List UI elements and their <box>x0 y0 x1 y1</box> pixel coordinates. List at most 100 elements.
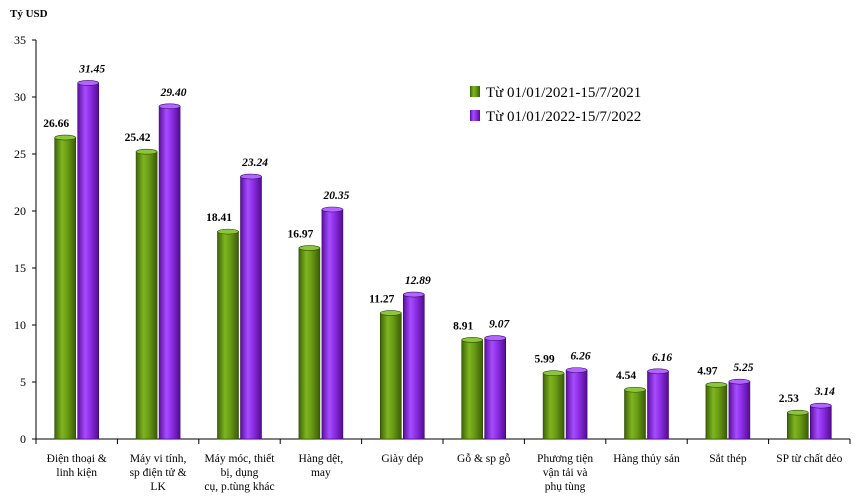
bar <box>217 231 239 440</box>
bar <box>321 209 344 440</box>
category-label-line: Sắt thép <box>709 452 747 465</box>
bar-cap <box>484 335 507 341</box>
category-label-line: Giày dép <box>381 453 423 465</box>
category-label-line: LK <box>150 481 166 493</box>
bar-cap <box>54 134 76 141</box>
bar-cap <box>461 337 484 343</box>
data-label: 29.40 <box>160 87 187 99</box>
legend-swatch <box>470 86 480 97</box>
bar-cap <box>77 80 99 86</box>
bar-cap <box>321 206 344 213</box>
bar <box>624 389 646 440</box>
category-label: Máy vi tính, sp điện tử & LK <box>130 453 187 493</box>
bar-cap <box>217 228 239 235</box>
data-label: 18.41 <box>206 212 232 224</box>
category-label-line: Hàng dệt, <box>299 453 344 465</box>
category-label: Sắt thép <box>709 452 747 465</box>
bar <box>158 106 181 440</box>
data-label: 4.54 <box>616 370 636 382</box>
legend-label: Từ 01/01/2021-15/7/2021 <box>486 85 641 101</box>
bar-cap <box>379 310 402 316</box>
data-label: 5.99 <box>535 354 555 366</box>
bar-cap <box>240 173 262 180</box>
category-labels: Điện thoại & linh kiện Máy vi tính, sp điện… <box>47 452 843 493</box>
category-label: Gỗ & sp gỗ <box>457 452 511 465</box>
bar <box>298 247 321 440</box>
bar-cap <box>647 368 669 375</box>
y-tick-label: 5 <box>20 375 26 389</box>
bar <box>647 370 669 440</box>
data-label: 11.27 <box>369 294 394 306</box>
bar <box>240 176 262 440</box>
category-label-line: Phương tiện <box>537 453 593 465</box>
data-label: 6.26 <box>571 351 591 363</box>
category-label: Điện thoại & linh kiện <box>47 453 107 479</box>
data-label: 9.07 <box>489 319 510 331</box>
bar <box>379 312 402 440</box>
legend: Từ 01/01/2021-15/7/2021 Từ 01/01/2022-15/… <box>470 85 641 125</box>
data-label: 26.66 <box>43 118 69 130</box>
data-label: 12.89 <box>405 275 431 287</box>
category-label-line: cụ, p.tùng khác <box>204 481 274 493</box>
bar <box>809 405 832 440</box>
data-label: 5.25 <box>733 362 753 374</box>
data-label: 23.24 <box>241 157 268 169</box>
bar <box>461 339 484 440</box>
bar <box>135 151 158 440</box>
bar-cap <box>542 370 565 377</box>
y-axis-title: Tỷ USD <box>10 8 48 20</box>
data-label: 20.35 <box>322 190 349 202</box>
bar <box>728 381 751 440</box>
bar-cap <box>786 409 809 416</box>
category-label-line: may <box>311 467 331 479</box>
category-label-line: Máy vi tính, <box>130 453 187 465</box>
bars <box>54 80 832 440</box>
bar <box>786 412 809 440</box>
bar-cap <box>728 378 751 385</box>
y-tick-label: 35 <box>14 33 26 47</box>
bar-cap <box>402 291 425 298</box>
data-label: 16.97 <box>287 229 313 241</box>
bar-cap <box>705 382 728 388</box>
data-label: 4.97 <box>697 365 717 377</box>
category-label-line: bị, dụng <box>221 467 259 479</box>
bar <box>542 372 565 440</box>
category-label-line: linh kiện <box>56 467 97 479</box>
category-label-line: Gỗ & sp gỗ <box>457 452 511 465</box>
legend-label: Từ 01/01/2022-15/7/2022 <box>486 109 641 125</box>
data-labels: 26.66 31.45 25.42 29.40 18.41 23.24 16.97 20.35… <box>43 63 835 405</box>
category-label: Hàng dệt, may <box>299 453 344 479</box>
bar-cap <box>135 148 158 155</box>
data-label: 2.53 <box>779 393 799 405</box>
y-tick-label: 0 <box>20 432 26 446</box>
bar-cap <box>809 402 832 409</box>
bar <box>54 137 77 440</box>
category-label-line: sp điện tử & <box>130 467 187 479</box>
legend-swatch <box>470 110 480 121</box>
data-label: 8.91 <box>453 320 473 332</box>
category-label-line: SP từ chất dẻo <box>776 452 842 465</box>
category-label: Phương tiện vận tải và phụ tùng <box>537 453 593 493</box>
category-label-line: phụ tùng <box>545 481 586 493</box>
y-tick-label: 30 <box>14 90 26 104</box>
bar <box>402 294 425 440</box>
category-label-line: Máy móc, thiết <box>205 452 276 465</box>
bar <box>77 82 99 440</box>
category-label: Giày dép <box>381 453 423 465</box>
category-label-line: vận tải và <box>543 467 588 479</box>
bar <box>565 369 588 440</box>
y-tick-label: 10 <box>14 318 26 332</box>
data-label: 3.14 <box>814 386 835 398</box>
bar <box>484 337 507 440</box>
category-label: SP từ chất dẻo <box>776 452 842 465</box>
bar-cap <box>158 103 181 110</box>
y-tick-label: 15 <box>14 261 26 275</box>
bar <box>705 384 728 440</box>
category-label-line: Điện thoại & <box>47 453 107 465</box>
y-tick-label: 25 <box>14 147 26 161</box>
data-label: 25.42 <box>125 132 151 144</box>
category-label: Máy móc, thiết bị, dụng cụ, p.tùng khác <box>204 452 275 493</box>
data-label: 31.45 <box>78 63 105 75</box>
y-tick-label: 20 <box>14 204 26 218</box>
